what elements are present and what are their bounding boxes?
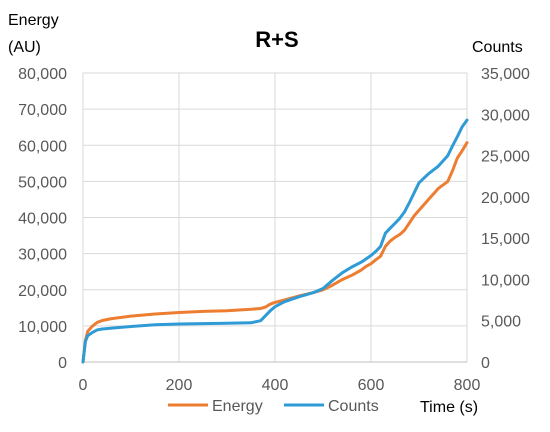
- chart-title: R+S: [255, 27, 298, 52]
- x-axis-title: Time (s): [420, 399, 478, 416]
- y-right-axis-title: Counts: [472, 39, 523, 56]
- y-right-tick-label: 0: [481, 355, 490, 372]
- y-right-tick-label: 5,000: [481, 314, 521, 331]
- y-right-tick-label: 35,000: [481, 66, 530, 83]
- legend-label-counts: Counts: [328, 398, 379, 415]
- y-right-tick-label: 30,000: [481, 107, 530, 124]
- x-tick-label: 400: [262, 377, 289, 394]
- y-right-tick-label: 25,000: [481, 149, 530, 166]
- series-line-energy: [81, 141, 469, 364]
- axis-labels: R+S Energy (AU) Counts Time (s): [8, 12, 523, 416]
- y-left-tick-label: 50,000: [18, 174, 67, 191]
- x-tick-label: 200: [166, 377, 193, 394]
- y-left-tick-label: 80,000: [18, 66, 67, 83]
- y-left-tick-label: 40,000: [18, 211, 67, 228]
- y-left-tick-label: 20,000: [18, 283, 67, 300]
- axes: 0 10,000 20,000 30,000 40,000 50,000 60,000 70,…: [18, 66, 530, 394]
- y-right-tick-label: 10,000: [481, 272, 530, 289]
- y-left-tick-label: 0: [58, 355, 67, 372]
- y-left-tick-label: 60,000: [18, 138, 67, 155]
- y-left-tick-label: 70,000: [18, 102, 67, 119]
- y-left-axis-title-line-2: (AU): [8, 39, 41, 56]
- y-right-tick-label: 15,000: [481, 231, 530, 248]
- y-right-tick-label: 20,000: [481, 190, 530, 207]
- legend-label-energy: Energy: [212, 398, 263, 415]
- legend: Energy Counts: [168, 398, 379, 415]
- y-left-tick-label: 30,000: [18, 247, 67, 264]
- series-line-counts: [81, 118, 469, 364]
- y-left-tick-label: 10,000: [18, 319, 67, 336]
- x-tick-label: 800: [454, 377, 481, 394]
- data-series: [81, 118, 469, 364]
- x-tick-label: 0: [79, 377, 88, 394]
- y-left-axis-title-line-1: Energy: [8, 12, 59, 29]
- x-tick-label: 600: [358, 377, 385, 394]
